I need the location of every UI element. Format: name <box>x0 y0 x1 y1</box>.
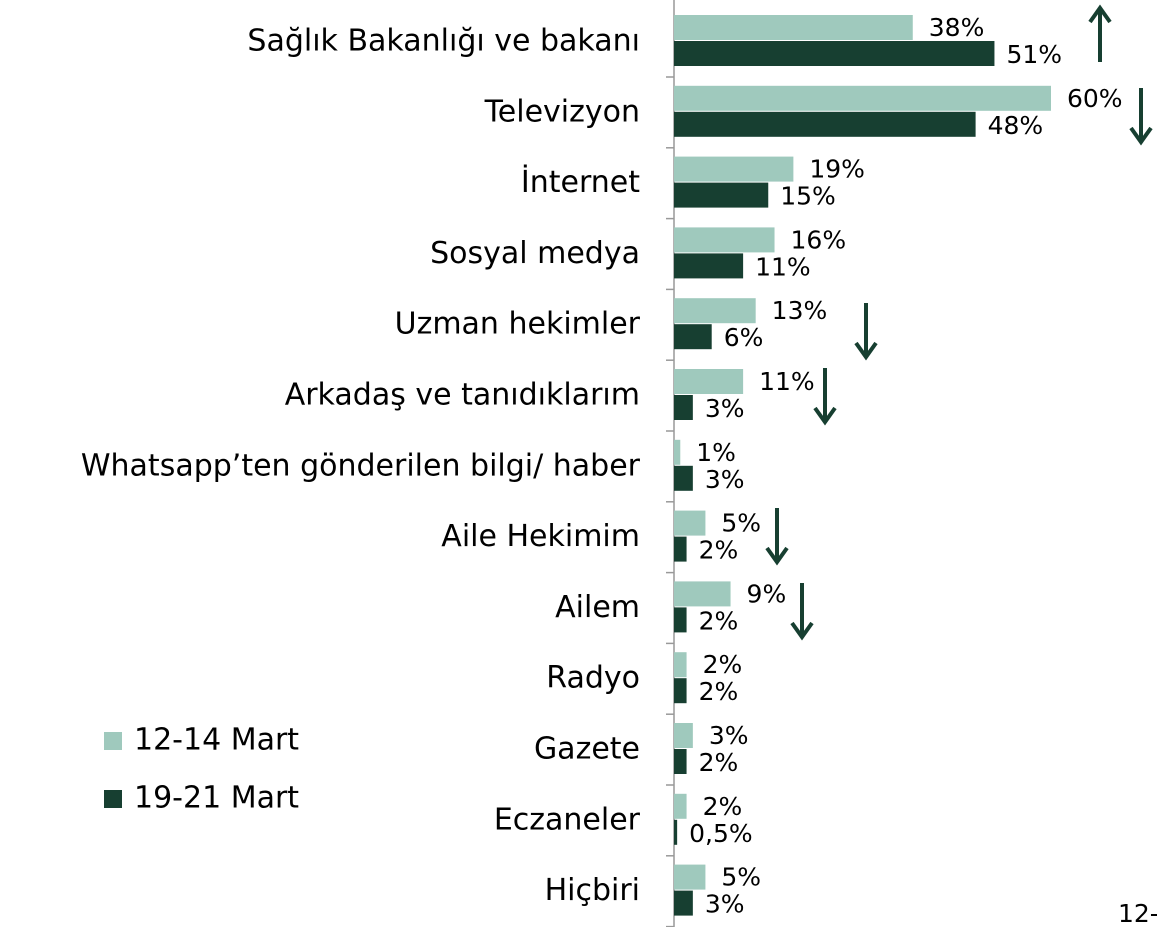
annotation: 12- <box>1118 899 1157 927</box>
category-label: Aile Hekimim <box>441 519 640 554</box>
bar <box>674 723 693 748</box>
category-label: Sosyal medya <box>430 236 640 271</box>
category-label: Ailem <box>555 590 640 625</box>
bar <box>674 41 995 66</box>
bar <box>674 607 687 633</box>
category-label: Televizyon <box>484 94 640 129</box>
value-label: 0,5% <box>689 819 753 848</box>
bar <box>674 324 712 350</box>
value-label: 15% <box>780 182 836 211</box>
category-label: Radyo <box>546 661 640 696</box>
value-label: 60% <box>1067 84 1123 113</box>
value-label: 38% <box>929 13 985 42</box>
bar <box>674 536 687 562</box>
bar <box>674 749 687 774</box>
value-label: 6% <box>724 323 764 352</box>
legend-swatch <box>104 732 122 750</box>
value-label: 11% <box>755 252 811 281</box>
trend-arrows <box>765 4 1153 641</box>
category-label: İnternet <box>521 164 640 200</box>
value-label: 3% <box>705 394 745 423</box>
bar <box>674 182 769 208</box>
bar <box>674 111 976 137</box>
up-arrow <box>1088 4 1112 62</box>
value-label: 2% <box>699 606 739 635</box>
value-label: 1% <box>696 438 736 467</box>
down-arrow <box>1129 88 1153 146</box>
bar <box>674 369 744 394</box>
value-label: 2% <box>703 650 743 679</box>
legend-label: 12-14 Mart <box>134 723 299 758</box>
down-arrow <box>813 368 837 426</box>
category-label: Whatsapp’ten gönderilen bilgi/ haber <box>81 448 641 483</box>
bar <box>674 890 693 916</box>
value-label: 11% <box>759 367 815 396</box>
bar <box>674 227 775 253</box>
category-label: Uzman hekimler <box>395 307 641 342</box>
bar <box>674 652 687 678</box>
value-label: 5% <box>721 509 761 538</box>
down-arrow <box>854 303 878 361</box>
category-label: Eczaneler <box>494 802 641 837</box>
bar <box>674 581 731 607</box>
value-label: 5% <box>721 863 761 892</box>
category-label: Hiçbiri <box>545 873 640 908</box>
value-label: 16% <box>791 225 847 254</box>
legend-label: 19-21 Mart <box>134 781 299 816</box>
down-arrow <box>765 508 789 566</box>
value-label: 3% <box>709 721 749 750</box>
bar <box>674 819 678 845</box>
legend-swatch <box>104 790 122 808</box>
down-arrow <box>790 583 814 641</box>
value-label: 2% <box>699 536 739 565</box>
value-label: 2% <box>699 677 739 706</box>
bar <box>674 793 687 819</box>
value-label: 51% <box>1006 40 1062 69</box>
bar <box>674 678 687 704</box>
bar <box>674 395 693 420</box>
bar <box>674 156 794 182</box>
value-label: 19% <box>809 155 865 184</box>
bar <box>674 439 681 465</box>
value-label: 3% <box>705 890 745 919</box>
bar <box>674 298 756 324</box>
value-label: 48% <box>988 111 1044 140</box>
category-label: Gazete <box>534 732 640 767</box>
value-label: 9% <box>747 579 787 608</box>
category-label: Arkadaş ve tanıdıklarım <box>285 378 640 413</box>
value-label: 13% <box>772 296 828 325</box>
bar <box>674 465 693 491</box>
value-label: 2% <box>703 792 743 821</box>
value-label: 2% <box>699 748 739 777</box>
bar <box>674 510 706 536</box>
bar <box>674 864 706 890</box>
bar <box>674 15 913 40</box>
category-label: Sağlık Bakanlığı ve bakanı <box>247 24 640 59</box>
bar <box>674 85 1051 111</box>
value-label: 3% <box>705 465 745 494</box>
bar <box>674 253 744 279</box>
